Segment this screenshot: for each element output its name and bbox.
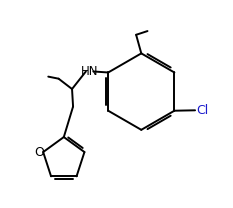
Text: HN: HN <box>81 65 98 78</box>
Text: Cl: Cl <box>196 104 208 117</box>
Text: O: O <box>34 146 44 158</box>
